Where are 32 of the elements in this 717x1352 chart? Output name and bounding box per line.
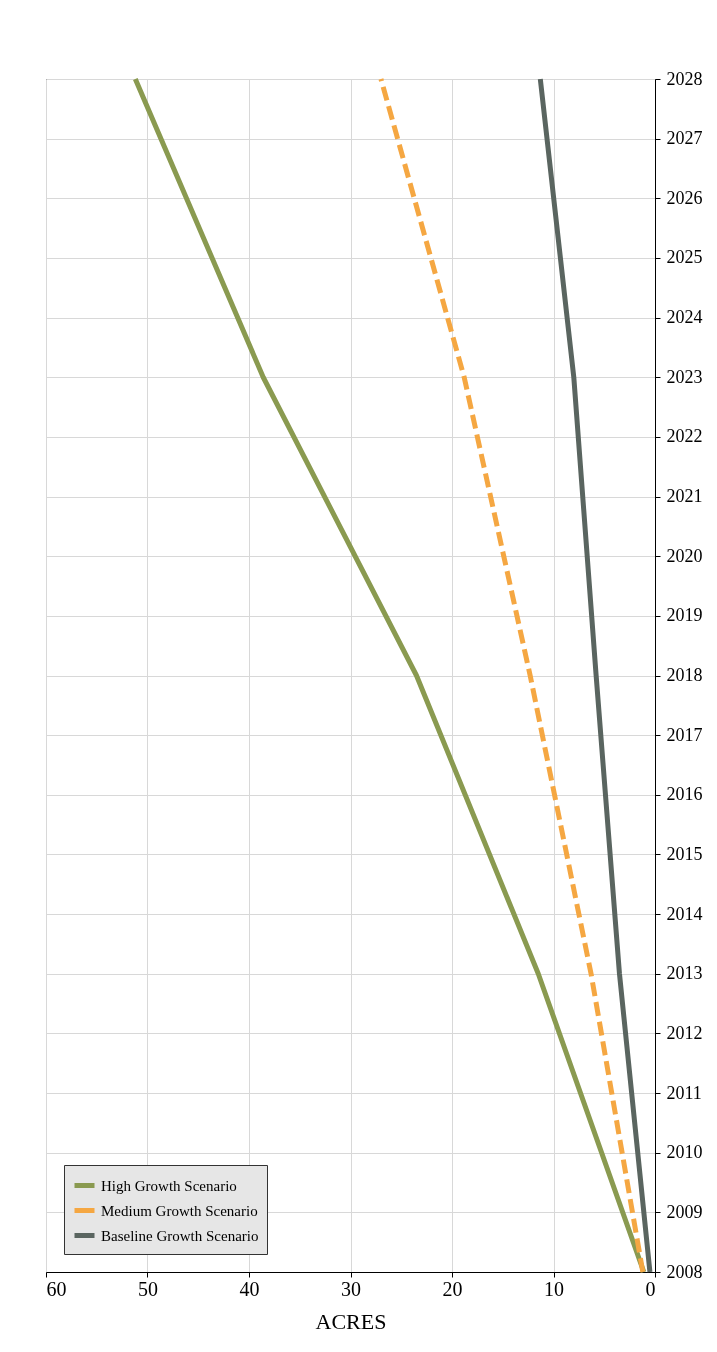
y-tick-label: 2010	[666, 1142, 703, 1163]
y-tick-label: 2019	[666, 605, 703, 626]
y-tick-label: 2025	[666, 247, 703, 268]
y-tick-label: 2008	[666, 1261, 703, 1282]
y-tick-label: 2027	[666, 128, 703, 149]
y-tick-label: 2013	[666, 963, 703, 984]
x-tick-label: 50	[138, 1277, 158, 1300]
x-tick-label: 60	[46, 1277, 67, 1300]
legend-label: Medium Growth Scenario	[101, 1202, 258, 1219]
y-tick-label: 2014	[666, 903, 703, 924]
legend-label: Baseline Growth Scenario	[101, 1227, 259, 1244]
x-tick-label: 0	[645, 1277, 656, 1300]
x-axis-title: ACRES	[315, 1308, 387, 1334]
x-tick-label: 40	[239, 1277, 260, 1300]
x-tick-label: 20	[442, 1277, 463, 1300]
y-tick-label: 2016	[666, 784, 703, 805]
y-tick-label: 2028	[666, 68, 703, 89]
y-tick-label: 2023	[666, 366, 703, 387]
y-tick-label: 2009	[666, 1201, 703, 1222]
x-tick-label: 30	[341, 1277, 361, 1300]
y-tick-label: 2018	[666, 665, 703, 685]
x-tick-label: 10	[544, 1277, 564, 1300]
y-tick-label: 2015	[666, 843, 703, 864]
y-tick-label: 2020	[666, 545, 703, 566]
legend-label: High Growth Scenario	[101, 1177, 237, 1194]
y-tick-label: 2017	[666, 724, 703, 745]
y-tick-label: 2022	[666, 426, 703, 447]
y-tick-label: 2011	[666, 1082, 702, 1103]
y-tick-label: 2012	[666, 1022, 703, 1043]
y-tick-label: 2024	[666, 307, 703, 328]
y-tick-label: 2021	[666, 486, 703, 507]
y-tick-label: 2026	[666, 187, 703, 208]
